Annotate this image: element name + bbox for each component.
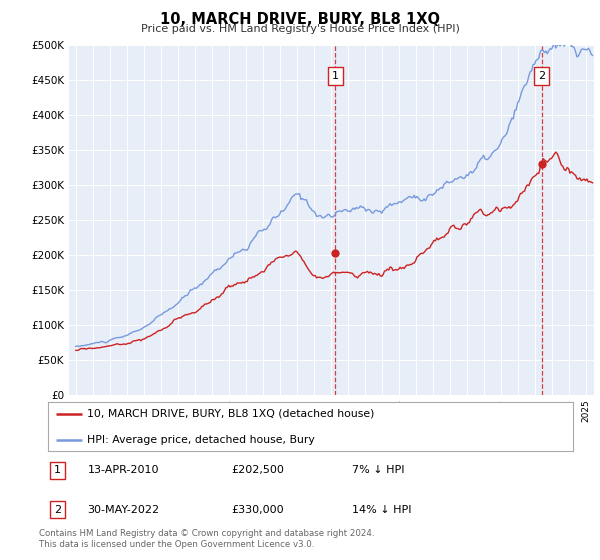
Text: 13-APR-2010: 13-APR-2010: [88, 465, 159, 475]
Text: 7% ↓ HPI: 7% ↓ HPI: [353, 465, 405, 475]
Text: Price paid vs. HM Land Registry's House Price Index (HPI): Price paid vs. HM Land Registry's House …: [140, 24, 460, 34]
Text: Contains HM Land Registry data © Crown copyright and database right 2024.
This d: Contains HM Land Registry data © Crown c…: [39, 529, 374, 549]
Text: 1: 1: [332, 71, 339, 81]
Text: HPI: Average price, detached house, Bury: HPI: Average price, detached house, Bury: [88, 435, 315, 445]
Text: 1: 1: [54, 465, 61, 475]
Text: 2: 2: [54, 505, 61, 515]
Text: 30-MAY-2022: 30-MAY-2022: [88, 505, 160, 515]
Text: 2: 2: [538, 71, 545, 81]
Text: 10, MARCH DRIVE, BURY, BL8 1XQ (detached house): 10, MARCH DRIVE, BURY, BL8 1XQ (detached…: [88, 409, 375, 419]
Text: £330,000: £330,000: [232, 505, 284, 515]
Text: £202,500: £202,500: [232, 465, 284, 475]
Text: 14% ↓ HPI: 14% ↓ HPI: [353, 505, 412, 515]
Text: 10, MARCH DRIVE, BURY, BL8 1XQ: 10, MARCH DRIVE, BURY, BL8 1XQ: [160, 12, 440, 27]
